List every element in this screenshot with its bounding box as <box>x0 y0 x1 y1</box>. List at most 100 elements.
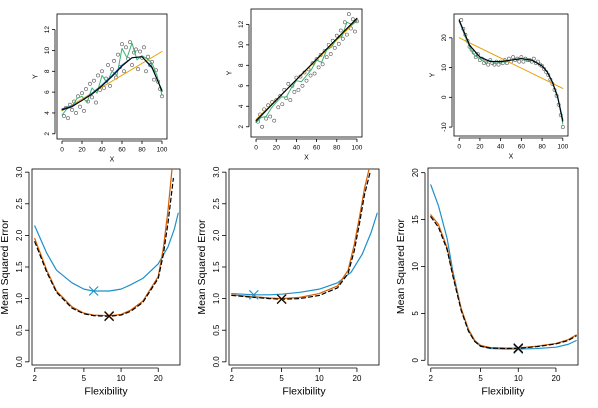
data-point <box>320 62 325 67</box>
x-tick-label: 80 <box>333 145 341 152</box>
y-tick-label: 3.0 <box>212 166 221 178</box>
x-axis-title: Flexibility <box>84 386 128 398</box>
y-axis-title: Mean Squared Error <box>0 219 11 315</box>
data-point <box>78 104 82 109</box>
plot-area <box>255 12 359 129</box>
y-axis-title: Mean Squared Error <box>395 218 407 314</box>
y-tick-label: 8 <box>44 69 51 73</box>
panel-top-middle: 0 20 40 60 80 100 2 4 6 8 10 12 X Y <box>227 8 363 162</box>
series-bayes-line <box>34 177 174 317</box>
x-axis-title: X <box>509 154 514 161</box>
series-rough-line <box>61 42 163 116</box>
data-point <box>138 49 142 54</box>
data-point <box>310 61 315 66</box>
plot-frame <box>31 168 181 366</box>
x-axis-title: Flexibility <box>282 386 326 398</box>
data-point <box>260 124 265 129</box>
x-tick-label: 80 <box>138 147 146 154</box>
data-point <box>346 12 351 17</box>
data-point <box>66 116 70 121</box>
plot-area <box>430 184 577 354</box>
plot-area <box>458 18 565 129</box>
plot-area <box>34 169 179 322</box>
data-point <box>80 91 84 96</box>
y-tick-label: 12 <box>44 26 51 34</box>
x-tick-label: 2 <box>33 374 38 383</box>
plot-frame <box>453 13 569 137</box>
data-point <box>540 64 544 68</box>
series-truth-line <box>255 17 358 122</box>
x-axis-title: X <box>110 157 115 164</box>
y-tick-label: 0.5 <box>212 324 221 336</box>
data-point <box>108 83 112 88</box>
x-tick-label: 80 <box>538 144 546 151</box>
panel-top-left: 0 20 40 60 80 100 2 4 6 8 10 12 X Y <box>33 13 168 164</box>
data-point <box>286 81 291 86</box>
data-point <box>148 63 152 67</box>
min-marker-bayes <box>276 294 287 305</box>
x-tick-label: 5 <box>82 374 87 383</box>
data-point <box>517 59 522 64</box>
data-point <box>106 63 110 67</box>
data-point <box>353 29 357 34</box>
plot-area <box>61 40 164 121</box>
y-tick-label: 2 <box>238 125 245 129</box>
plot-area <box>231 169 378 305</box>
data-point <box>120 42 124 47</box>
y-tick-label: 0.5 <box>15 324 24 336</box>
data-point <box>146 54 150 59</box>
data-point <box>340 36 345 41</box>
x-tick-label: 40 <box>293 145 301 152</box>
data-point <box>130 63 134 67</box>
y-tick-label: 20 <box>441 34 448 42</box>
data-point <box>124 45 128 50</box>
data-point <box>100 69 104 74</box>
data-point <box>96 73 100 78</box>
x-tick-label: 0 <box>254 145 258 152</box>
y-tick-label: 3.0 <box>15 166 24 178</box>
x-tick-label: 10 <box>514 374 523 383</box>
y-axis-title: Mean Squared Error <box>196 219 208 315</box>
series-smooth-line <box>61 56 163 110</box>
data-point <box>122 69 126 74</box>
data-point <box>336 41 341 46</box>
panel-top-right: 0 20 40 60 80 100 -10 0 10 20 X Y <box>430 13 569 161</box>
y-tick-label: 6 <box>44 90 51 94</box>
y-tick-label: 4 <box>44 111 51 115</box>
y-tick-label: 1.0 <box>15 293 24 305</box>
data-point <box>332 46 337 50</box>
data-point <box>288 98 293 103</box>
series-linear-line <box>61 51 163 112</box>
x-tick-label: 20 <box>78 147 86 154</box>
x-tick-label: 40 <box>497 144 505 151</box>
data-point <box>266 103 271 108</box>
data-point <box>280 102 285 107</box>
y-tick-label: 10 <box>44 46 51 54</box>
data-point <box>88 81 92 86</box>
data-point <box>142 45 146 50</box>
x-tick-label: 5 <box>478 374 483 383</box>
series-bayes-line <box>430 216 577 350</box>
min-marker-bayes <box>104 311 114 322</box>
series-rough-line <box>255 20 358 124</box>
y-tick-label: 2.0 <box>15 229 24 241</box>
plot-frame <box>228 168 380 366</box>
y-tick-label: 0 <box>411 358 420 363</box>
series-bayes-line <box>231 171 371 300</box>
data-point <box>344 32 349 37</box>
y-tick-label: 20 <box>411 168 420 177</box>
x-tick-label: 60 <box>518 144 526 151</box>
data-point <box>312 71 317 76</box>
x-tick-label: 60 <box>118 147 126 154</box>
series-test-line <box>231 169 370 300</box>
y-tick-label: 2 <box>44 132 51 136</box>
x-tick-label: 100 <box>352 145 363 152</box>
x-tick-label: 5 <box>279 374 284 383</box>
data-point <box>276 105 281 110</box>
data-point <box>334 33 339 38</box>
data-point <box>74 111 78 115</box>
data-point <box>511 55 515 60</box>
series-linear-line <box>458 37 564 89</box>
data-point <box>338 28 343 33</box>
x-tick-label: 100 <box>557 144 568 151</box>
